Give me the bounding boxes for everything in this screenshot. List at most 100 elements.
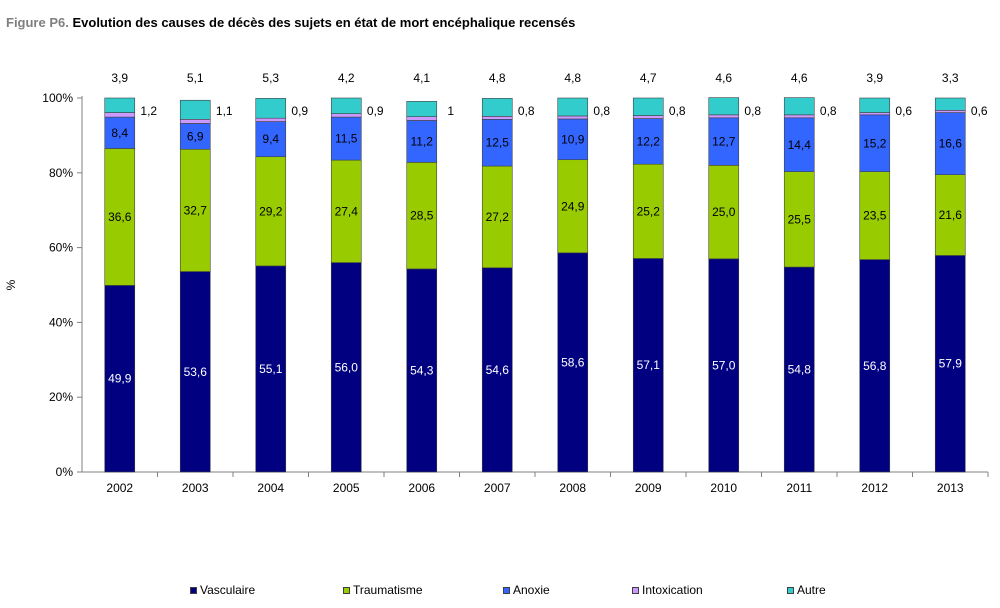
x-tick-label: 2012: [861, 481, 888, 495]
data-label: 57,9: [939, 357, 963, 371]
bar-segment-autre: [406, 101, 438, 117]
data-label: 0,9: [291, 104, 308, 118]
data-label: 0,8: [820, 104, 837, 118]
bar-segment-intoxication: [859, 112, 891, 116]
x-tick-label: 2004: [257, 481, 284, 495]
bar-segment-autre: [632, 97, 664, 116]
bar-segment-traumatisme: [783, 171, 815, 268]
legend-label: Traumatisme: [353, 583, 423, 597]
x-tick-label: 2006: [408, 481, 435, 495]
data-label: 4,1: [413, 71, 430, 85]
bar-segment-vasculaire: [104, 285, 136, 473]
data-label: 14,4: [788, 138, 812, 152]
data-label: 25,5: [788, 212, 812, 226]
y-tick-label: 40%: [49, 315, 73, 329]
data-label: 1,2: [140, 104, 157, 118]
data-label: 0,9: [367, 104, 384, 118]
data-label: 3,3: [942, 71, 959, 85]
data-label: 54,3: [410, 363, 434, 377]
data-label: 29,2: [259, 204, 283, 218]
data-label: 1: [447, 104, 454, 118]
data-label: 0,6: [895, 104, 912, 118]
bar-segment-intoxication: [934, 110, 966, 113]
legend-item-intoxication: Intoxication: [632, 583, 703, 597]
chart-legend: Vasculaire Traumatisme Anoxie Intoxication A…: [0, 583, 1000, 603]
data-label: 11,5: [335, 132, 358, 146]
bar-segment-intoxication: [708, 114, 740, 119]
bar-segment-anoxie: [255, 121, 287, 158]
legend-label: Vasculaire: [200, 583, 256, 597]
data-label: 9,4: [262, 132, 279, 146]
legend-label: Anoxie: [513, 583, 550, 597]
data-label: 4,7: [640, 71, 657, 85]
x-tick-label: 2010: [710, 481, 737, 495]
bar-segment-traumatisme: [179, 148, 211, 272]
y-tick-label: 60%: [49, 241, 73, 255]
chart-title: Figure P6. Evolution des causes de décès…: [6, 15, 575, 30]
data-label: 53,6: [184, 365, 208, 379]
bar-segment-autre: [104, 97, 136, 113]
x-tick-label: 2008: [559, 481, 586, 495]
bar-segment-intoxication: [406, 116, 438, 121]
bar-segment-anoxie: [330, 116, 362, 161]
data-label: 15,2: [863, 136, 887, 150]
data-label: 3,9: [866, 71, 883, 85]
data-label: 10,9: [561, 132, 585, 146]
bar-segment-autre: [859, 97, 891, 113]
bar-segment-autre: [330, 97, 362, 115]
data-label: 12,7: [712, 135, 736, 149]
bar-segment-anoxie: [632, 118, 664, 165]
data-label: 12,5: [486, 136, 510, 150]
legend-item-traumatisme: Traumatisme: [343, 583, 423, 597]
bar-segment-vasculaire: [406, 268, 438, 473]
bar-segment-traumatisme: [481, 165, 513, 269]
y-axis-label: %: [4, 279, 18, 290]
x-tick-label: 2003: [182, 481, 209, 495]
legend-swatch: [190, 586, 197, 594]
data-label: 25,2: [637, 204, 661, 218]
bar-segment-vasculaire: [708, 258, 740, 473]
legend-label: Intoxication: [642, 583, 703, 597]
bar-segment-anoxie: [783, 117, 815, 172]
data-label: 27,4: [335, 204, 359, 218]
x-tick-label: 2007: [484, 481, 511, 495]
bar-segment-anoxie: [934, 112, 966, 175]
bar-segment-autre: [255, 98, 287, 119]
data-label: 0,8: [593, 104, 610, 118]
y-tick-label: 20%: [49, 390, 73, 404]
data-label: 27,2: [486, 210, 510, 224]
data-label: 23,5: [863, 209, 887, 223]
data-label: 4,6: [715, 71, 732, 85]
data-label: 5,3: [262, 71, 279, 85]
data-label: 56,8: [863, 359, 887, 373]
bar-segment-intoxication: [783, 114, 815, 119]
data-label: 4,8: [564, 71, 581, 85]
bar-segment-intoxication: [104, 112, 136, 118]
legend-item-anoxie: Anoxie: [503, 583, 550, 597]
bar-segment-anoxie: [406, 120, 438, 163]
bar-segment-traumatisme: [330, 159, 362, 263]
data-label: 58,6: [561, 355, 585, 369]
legend-swatch: [343, 586, 350, 594]
bar-segment-autre: [481, 98, 513, 117]
bar-segment-intoxication: [330, 113, 362, 118]
data-label: 0,8: [669, 104, 686, 118]
x-tick-label: 2002: [106, 481, 133, 495]
bar-segment-traumatisme: [406, 162, 438, 270]
bar-segment-intoxication: [255, 117, 287, 122]
x-tick-label: 2013: [937, 481, 964, 495]
bar-segment-vasculaire: [179, 271, 211, 473]
legend-item-autre: Autre: [787, 583, 826, 597]
data-label: 1,1: [216, 104, 233, 118]
bar-segment-anoxie: [859, 114, 891, 172]
bar-segment-vasculaire: [632, 258, 664, 473]
data-label: 11,2: [411, 134, 434, 148]
figure-title: Evolution des causes de décès des sujets…: [68, 15, 576, 30]
data-label: 36,6: [108, 210, 132, 224]
data-label: 4,2: [338, 71, 355, 85]
y-tick-label: 80%: [49, 166, 73, 180]
bar-segment-intoxication: [481, 116, 513, 120]
bar-segment-vasculaire: [481, 267, 513, 473]
data-label: 21,6: [939, 208, 963, 222]
